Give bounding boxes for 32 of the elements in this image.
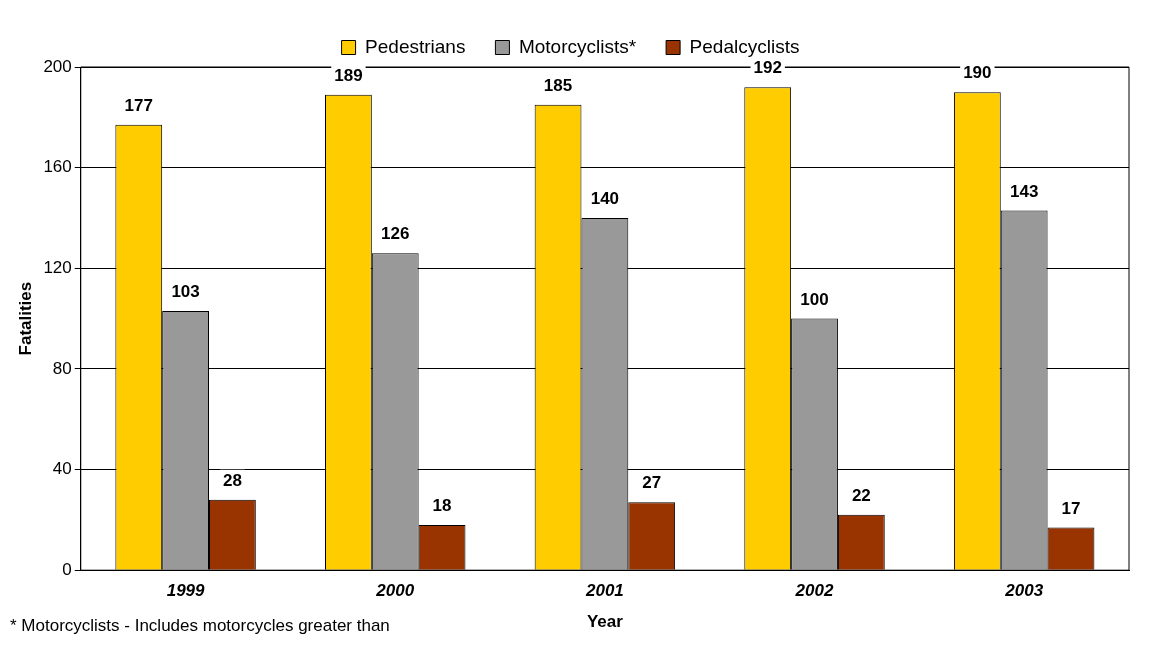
data-label: 22	[851, 486, 871, 506]
data-label: 140	[590, 189, 620, 209]
x-tick-label: 2003	[1004, 581, 1044, 601]
y-tick-label: 80	[52, 358, 72, 378]
data-label: 190	[963, 63, 992, 83]
data-label: 185	[543, 75, 573, 95]
data-label: 27	[642, 473, 662, 493]
data-label: 177	[124, 96, 153, 116]
y-tick-label: 200	[43, 56, 72, 76]
legend-label: Pedalcyclists	[689, 35, 800, 57]
data-label: 192	[753, 58, 782, 78]
data-label: 18	[432, 496, 452, 516]
data-label: 189	[334, 65, 363, 85]
x-tick-label: 1999	[166, 581, 206, 601]
data-label: 28	[222, 470, 242, 490]
data-label: 100	[800, 289, 829, 309]
x-tick-label: 2002	[794, 581, 834, 601]
data-label: 126	[381, 224, 410, 244]
text: * Motorcyclists - Includes motorcycles greater than	[10, 616, 390, 636]
legend-label: Motorcyclists*	[518, 35, 637, 57]
data-label: 143	[1009, 181, 1039, 201]
y-tick-label: 160	[43, 157, 72, 177]
x-tick-label: 2001	[584, 581, 624, 601]
legend-label: Pedestrians	[365, 35, 466, 57]
y-tick-label: 120	[43, 257, 72, 277]
y-axis-title: Fatalities	[15, 281, 35, 356]
data-label: 103	[171, 282, 200, 302]
x-tick-label: 2000	[375, 581, 415, 601]
x-axis-title: Year	[586, 612, 624, 632]
y-tick-label: 0	[62, 559, 72, 579]
data-label: 17	[1061, 498, 1081, 518]
y-tick-label: 40	[52, 459, 72, 479]
